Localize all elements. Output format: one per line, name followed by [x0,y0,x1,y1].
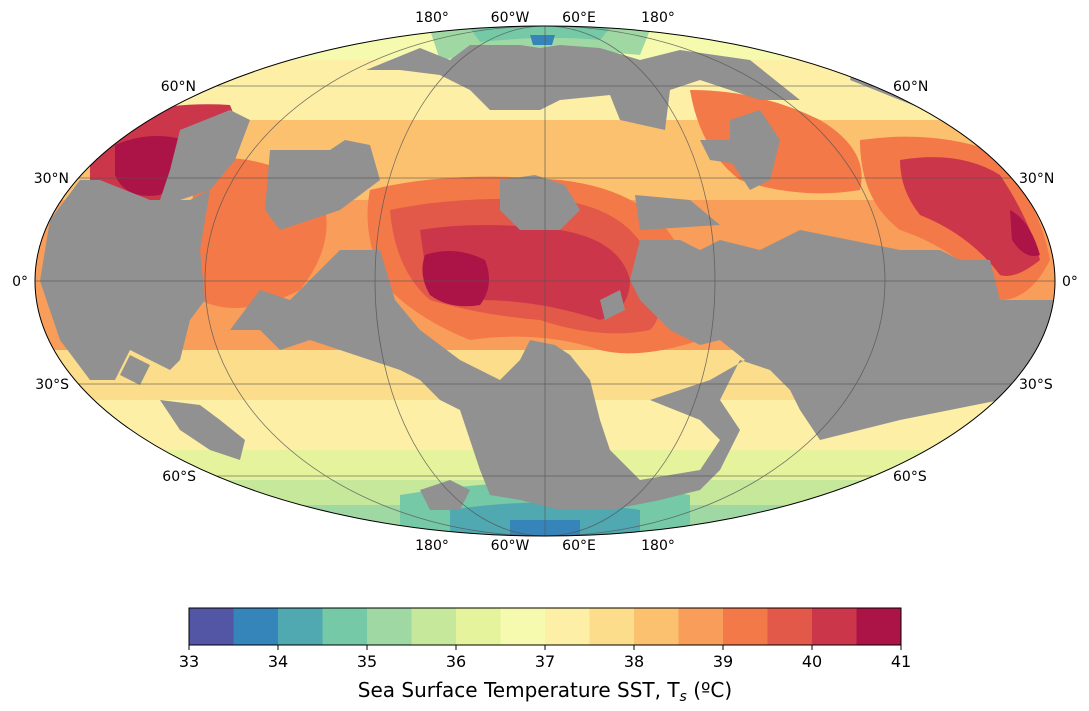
colorbar-title: Sea Surface Temperature SST, Ts (ºC) [358,678,732,705]
colorbar-swatch [500,608,546,645]
land-east-strip [635,195,720,230]
lat-label-30n-right: 30°N [1019,171,1054,187]
lon-label-top-2: 60°W [491,10,530,26]
colorbar-swatch [856,608,902,645]
colorbar-tick-label: 35 [357,652,377,671]
lat-label-eq-left: 0° [12,274,28,290]
colorbar-swatch [233,608,279,645]
lat-label-60s-left: 60°S [162,469,196,485]
land-west-north [160,110,250,200]
north-polar-coldest [530,35,555,45]
colorbar-tick-label: 39 [713,652,733,671]
lon-label-bottom-4: 180° [641,538,675,554]
colorbar-swatch [322,608,368,645]
lat-label-60n-right: 60°N [893,79,928,95]
east-warm-max [1010,210,1040,256]
land-west-small [120,355,150,385]
colorbar-swatch [367,608,412,645]
colorbar-tick-label: 37 [535,652,555,671]
colorbar-tick-label: 33 [179,652,199,671]
central-warm-max [422,251,489,307]
colorbar-tick-label: 38 [624,652,644,671]
lon-label-bottom-3: 60°E [562,538,596,554]
gridline-lon-120 [204,26,886,536]
lon-label-top-4: 180° [641,10,675,26]
lon-label-bottom-2: 60°W [491,538,530,554]
colorbar-swatch [723,608,768,645]
map-outline [34,25,1056,537]
land-island-center [500,175,580,230]
colorbar-swatch [411,608,457,645]
land-northeast-small [700,140,745,165]
colorbar-swatch [545,608,590,645]
colorbar-title-unit: (ºC) [687,678,732,702]
colorbar-ticks: 33 34 35 36 37 38 39 40 41 [179,645,911,671]
land-south-continent [230,230,1055,510]
colorbar-tick-label: 40 [802,652,822,671]
lat-label-60n-left: 60°N [161,79,196,95]
land-central-west-north [265,140,380,230]
lat-label-30n-left: 30°N [34,171,69,187]
colorbar-title-sub: s [680,689,687,705]
lon-label-bottom-1: 180° [415,538,449,554]
land-southwest-island [160,400,245,460]
lon-label-top-3: 60°E [562,10,596,26]
land-north-continent [366,45,800,130]
colorbar-swatches [189,608,902,645]
land-masses [40,40,1055,510]
colorbar-swatch [767,608,813,645]
colorbar-swatch [456,608,501,645]
land-center-small [600,290,625,320]
land-northeast-island [730,110,780,190]
colorbar-tick-label: 36 [446,652,466,671]
lon-label-top-1: 180° [415,10,449,26]
colorbar-swatch [278,608,323,645]
colorbar-swatch [589,608,635,645]
colorbar: 33 34 35 36 37 38 39 40 41 Sea Surface Temperatu… [179,607,911,705]
colorbar-tick-label: 41 [891,652,911,671]
north-polar-cooler [470,26,610,42]
colorbar-swatch [634,608,679,645]
land-west-continent [40,180,210,380]
lat-label-eq-right: 0° [1062,274,1078,290]
colorbar-swatch [678,608,724,645]
colorbar-swatch [189,608,234,645]
colorbar-title-main: Sea Surface Temperature SST, T [358,678,681,702]
lat-label-30s-right: 30°S [1019,377,1053,393]
colorbar-swatch [812,608,857,645]
lat-label-30s-left: 30°S [35,377,69,393]
east-warm-inner [900,157,1040,276]
lat-label-60s-right: 60°S [893,469,927,485]
colorbar-tick-label: 34 [268,652,288,671]
land-south-small [420,480,470,510]
gridline-lon-60 [374,26,716,536]
